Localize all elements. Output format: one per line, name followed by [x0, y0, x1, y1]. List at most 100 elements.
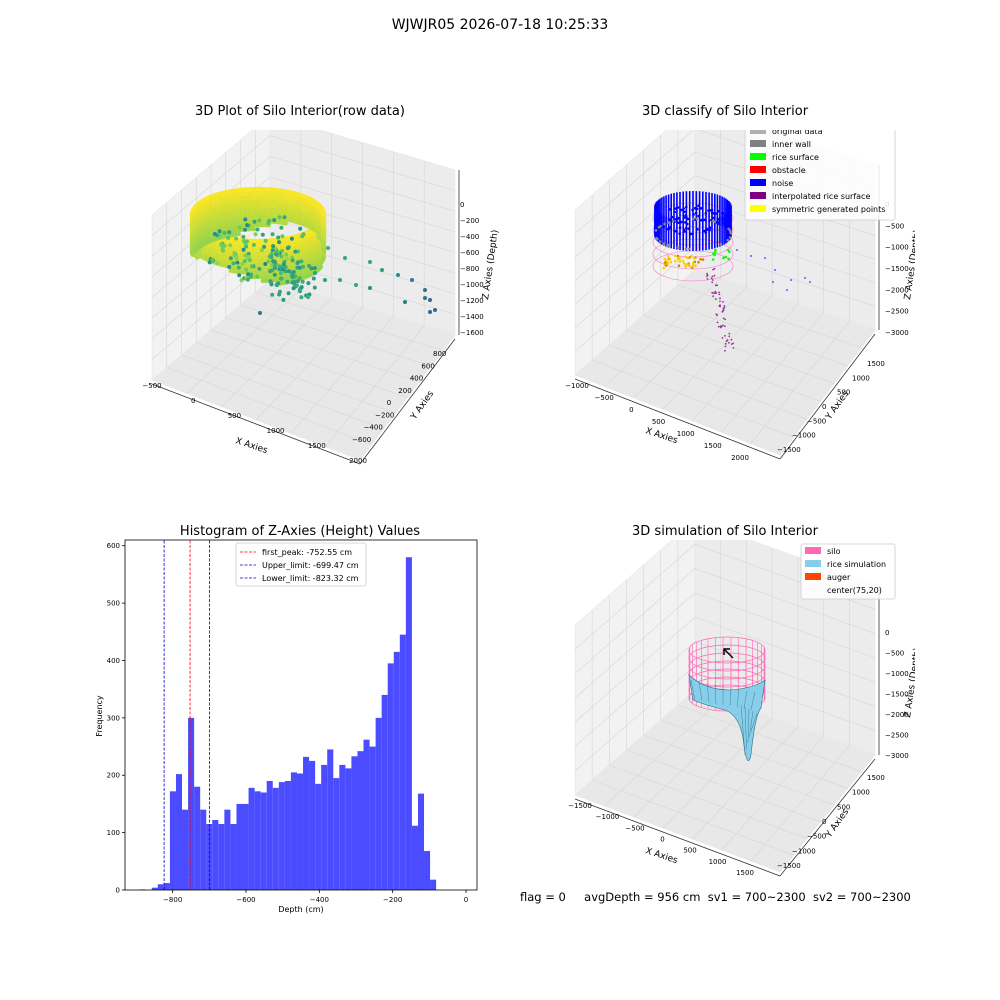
symmetric-point [689, 265, 693, 269]
grid-line [643, 734, 835, 806]
data-point [259, 248, 264, 253]
noise-point [721, 218, 725, 221]
data-point [286, 245, 291, 250]
grid-line [633, 708, 747, 818]
y-tick-label: −1500 [777, 862, 801, 870]
symmetric-point [690, 254, 693, 258]
data-point [236, 265, 241, 270]
noise-point [700, 218, 703, 222]
noise-point [717, 209, 721, 213]
data-point [294, 283, 299, 288]
noise-point [697, 214, 700, 218]
histogram-bar [242, 803, 249, 890]
x-tick-label: 2000 [731, 454, 749, 462]
z-tick-label: −2000 [885, 711, 909, 719]
data-point [236, 231, 241, 237]
data-point [321, 212, 327, 217]
data-point [403, 300, 407, 304]
y-tick-label: 800 [433, 350, 446, 358]
y-tick-label: 600 [107, 542, 120, 550]
data-point [295, 279, 300, 284]
data-point [312, 266, 317, 271]
histogram-bar [272, 787, 279, 890]
noise-point [708, 226, 712, 229]
status-line: flag = 0 avgDepth = 956 cm sv1 = 700~230… [520, 890, 911, 904]
inner-wall-point [667, 244, 670, 247]
data-point [212, 232, 217, 236]
inner-wall-point [654, 229, 658, 232]
interpolated-point [725, 340, 728, 343]
legend-frame [800, 543, 896, 600]
interpolated-point [706, 274, 709, 277]
inner-wall-point [657, 226, 661, 229]
y-tick-label: 500 [837, 803, 850, 811]
z-tick-label: −800 [460, 265, 479, 273]
data-point [299, 285, 304, 290]
plot3-xlabel: Depth (cm) [278, 905, 323, 914]
data-point [270, 292, 275, 297]
noise-point [678, 232, 681, 235]
legend-swatch [750, 130, 766, 134]
histogram-bar [339, 764, 346, 890]
data-point [217, 229, 222, 234]
z-tick-label: −400 [460, 233, 479, 241]
x-tick-label: −500 [142, 382, 161, 390]
data-point [252, 219, 257, 224]
data-point [270, 248, 275, 253]
plot3-title: Histogram of Z-Axies (Height) Values [179, 524, 421, 539]
y-axis-line [779, 758, 876, 877]
data-point [309, 266, 314, 271]
histogram-bar [163, 883, 170, 890]
y-tick-label: −1000 [792, 847, 816, 855]
grid-line [694, 616, 876, 683]
data-point [228, 268, 233, 273]
data-point [338, 278, 342, 282]
x-tick-label: 1500 [308, 442, 326, 450]
data-point [227, 230, 232, 235]
y-tick-label: −200 [375, 411, 394, 419]
y-tick-label: −600 [352, 436, 371, 444]
data-point [263, 238, 268, 243]
data-point [410, 278, 414, 282]
data-point [313, 271, 317, 275]
legend-swatch [805, 547, 821, 554]
noise-point [686, 222, 689, 226]
data-point [423, 288, 427, 292]
rice-surface-point [722, 256, 725, 260]
data-point [284, 252, 289, 257]
symmetric-point [664, 259, 668, 262]
plot4-simulation-surface: −1500−1000−500050010001500−1500−1000−500… [568, 540, 915, 877]
x-tick-label: 2000 [349, 457, 367, 465]
noise-point [717, 218, 720, 221]
interpolated-point [712, 295, 714, 297]
noise-point [662, 225, 665, 229]
y-tick-label: 0 [116, 887, 120, 895]
grid-line [225, 317, 420, 383]
data-point [323, 278, 327, 282]
data-point [243, 241, 248, 246]
histogram-bar [315, 783, 322, 890]
data-point [269, 282, 274, 287]
z-tick-label: 0 [885, 629, 889, 637]
interpolated-point [715, 313, 718, 316]
data-point [321, 248, 327, 253]
y-tick-label: 300 [107, 714, 120, 722]
x-tick-label: 500 [652, 418, 665, 426]
x-tick-label: 0 [191, 397, 195, 405]
interpolated-point [722, 307, 725, 310]
legend-swatch [750, 153, 766, 160]
histogram-bar [399, 634, 406, 890]
noise-point [697, 204, 700, 207]
symmetric-point [697, 261, 700, 264]
y-tick-label: 1000 [852, 789, 870, 797]
data-point [237, 225, 242, 230]
data-point [234, 256, 239, 261]
y-axis-line [779, 333, 876, 460]
noise-point [809, 281, 811, 283]
histogram-bar [175, 774, 183, 890]
noise-point [691, 208, 694, 212]
grid-line [660, 719, 848, 789]
x-tick-label: −400 [310, 896, 329, 904]
data-point [228, 243, 233, 248]
status-sv1: sv1 = 700~2300 [707, 890, 806, 904]
